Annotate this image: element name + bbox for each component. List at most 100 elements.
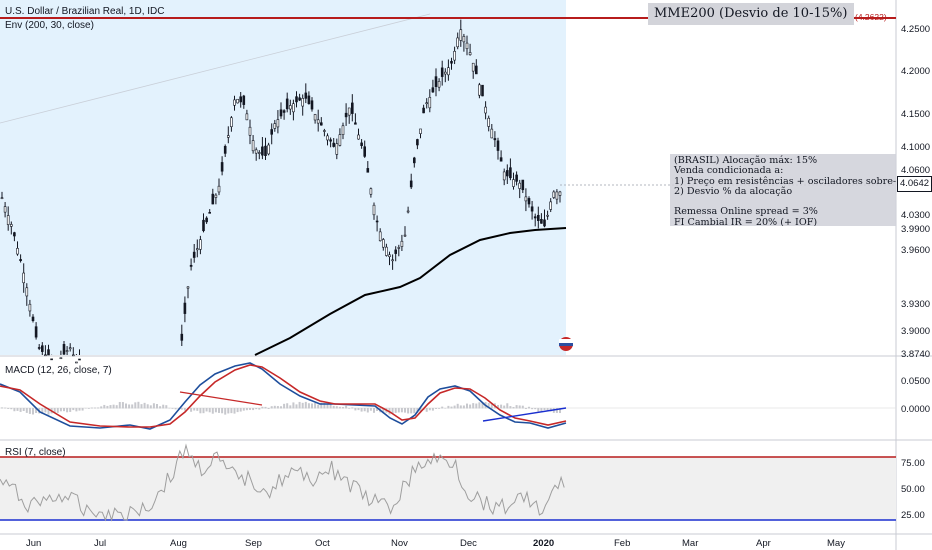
x-tick-mar: Mar	[682, 538, 698, 549]
macd-hist-bar	[1, 407, 3, 409]
price-tick-3.96: 3.9600	[901, 245, 930, 256]
x-tick-feb: Feb	[614, 538, 630, 549]
macd-hist-bar	[128, 404, 131, 409]
macd-hist-bar	[199, 408, 202, 414]
candle-body	[350, 102, 354, 114]
macd-hist-bar	[280, 406, 282, 409]
candle-body	[75, 361, 78, 364]
price-tick-3.99: 3.9900	[901, 224, 930, 235]
candle-body	[397, 247, 401, 249]
macd-hist-bar	[115, 405, 118, 409]
faint-trend-line	[0, 13, 431, 124]
macd-hist-bar	[397, 408, 400, 413]
macd-hist-bar	[490, 402, 493, 409]
macd-hist-bar	[276, 406, 279, 409]
macd-hist-bar	[543, 408, 546, 411]
macd-hist-bar	[4, 407, 7, 409]
macd-hist-bar	[475, 403, 478, 409]
candle-body	[518, 182, 522, 189]
macd-hist-bar	[459, 405, 462, 409]
macd-hist-bar	[441, 406, 444, 409]
macd-hist-bar	[75, 408, 78, 412]
x-tick-aug: Aug	[170, 538, 187, 549]
candle-body	[68, 347, 72, 350]
candle-body	[530, 206, 534, 212]
candle-body	[6, 215, 10, 225]
candle-body	[453, 50, 456, 61]
macd-hist-bar	[10, 408, 13, 410]
candle-body	[44, 354, 47, 357]
candle-body	[22, 272, 26, 284]
macd-hist-bar	[400, 408, 403, 413]
candle-body	[354, 122, 357, 125]
macd-hist-bar	[106, 405, 109, 409]
candle-body	[313, 114, 317, 121]
macd-hist-bar	[444, 408, 447, 409]
price-tick-4.15: 4.1500	[901, 109, 930, 120]
macd-hist-bar	[528, 406, 530, 409]
candle-body	[316, 119, 320, 124]
candle-body	[558, 191, 562, 196]
macd-hist-bar	[559, 408, 561, 414]
macd-hist-bar	[289, 405, 292, 409]
x-tick-oct: Oct	[315, 538, 330, 549]
macd-hist-bar	[273, 405, 276, 409]
macd-hist-bar	[524, 408, 527, 410]
candle-body	[391, 259, 394, 262]
macd-hist-bar	[13, 408, 16, 412]
strategy-note[interactable]: (BRASIL) Alocação máx: 15% Venda condici…	[670, 154, 896, 226]
macd-hist-bar	[453, 405, 456, 409]
macd-hist-bar	[369, 408, 372, 411]
macd-hist-bar	[174, 408, 177, 410]
candle-body	[323, 130, 326, 132]
macd-hist-bar	[131, 404, 134, 409]
candle-body	[270, 129, 274, 135]
candle-body	[388, 254, 391, 257]
candle-body	[319, 122, 323, 126]
macd-hist-bar	[103, 404, 106, 409]
candle-body	[490, 128, 494, 139]
rsi-tick-50: 50.00	[901, 484, 925, 495]
country-flag-icon[interactable]	[559, 337, 573, 351]
candle-body	[363, 146, 367, 157]
macd-hist-bar	[125, 403, 127, 409]
macd-hist-bar	[264, 406, 267, 409]
candle-body	[502, 171, 506, 181]
mme200-annotation[interactable]: MME200 (Desvio de 10-15%)	[648, 3, 854, 25]
macd-hist-bar	[32, 408, 34, 415]
candle-body	[552, 191, 556, 198]
macd-hist-bar	[518, 405, 521, 409]
macd-trend-red	[179, 391, 263, 406]
macd-hist-bar	[487, 403, 490, 409]
macd-hist-bar	[227, 408, 230, 414]
macd-hist-bar	[261, 406, 264, 409]
macd-hist-bar	[472, 403, 475, 409]
macd-hist-bar	[410, 408, 413, 414]
macd-hist-bar	[258, 408, 261, 410]
candle-body	[295, 96, 298, 103]
macd-hist-bar	[193, 408, 196, 411]
macd-hist-bar	[190, 408, 193, 412]
price-tick-3.90: 3.9000	[901, 326, 930, 337]
candle-body	[78, 358, 81, 361]
candle-body	[496, 140, 500, 151]
macd-hist-bar	[242, 408, 245, 411]
candle-body	[409, 180, 413, 188]
x-tick-nov: Nov	[391, 538, 408, 549]
macd-hist-bar	[335, 406, 338, 409]
macd-hist-bar	[22, 408, 25, 411]
macd-hist-bar	[7, 408, 10, 409]
candle-body	[233, 99, 236, 106]
candle-body	[285, 98, 289, 110]
candle-body	[394, 249, 398, 254]
macd-hist-bar	[100, 406, 103, 409]
candle-body	[0, 197, 4, 199]
macd-hist-bar	[236, 408, 239, 413]
macd-hist-bar	[509, 406, 512, 409]
macd-hist-bar	[345, 405, 348, 409]
macd-hist-bar	[19, 408, 22, 412]
macd-hist-bar	[66, 408, 69, 413]
candle-body	[189, 264, 193, 267]
macd-hist-bar	[332, 405, 335, 409]
candle-body	[366, 168, 370, 173]
